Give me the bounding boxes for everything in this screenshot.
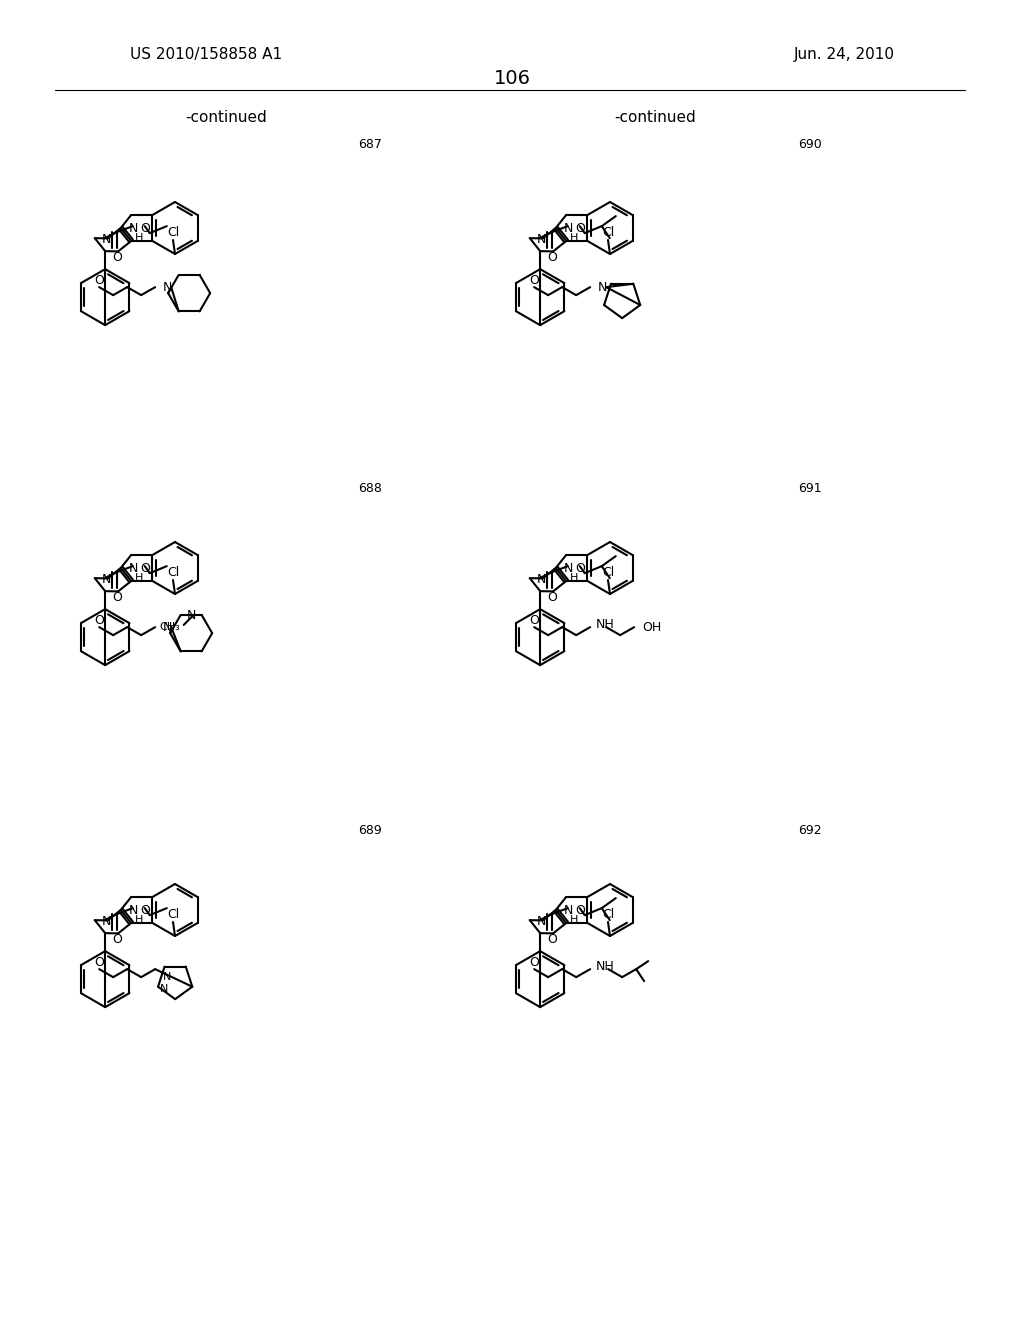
Text: N: N — [537, 573, 546, 586]
Text: 691: 691 — [798, 482, 822, 495]
Text: N: N — [101, 232, 112, 246]
Text: O: O — [547, 933, 557, 945]
Text: O: O — [529, 956, 539, 969]
Text: 690: 690 — [798, 139, 822, 152]
Text: N: N — [563, 903, 572, 916]
Text: O: O — [112, 590, 122, 603]
Text: H: H — [135, 573, 143, 583]
Text: N: N — [128, 561, 138, 574]
Text: O: O — [574, 904, 585, 916]
Text: O: O — [529, 614, 539, 627]
Text: H: H — [135, 915, 143, 925]
Text: O: O — [547, 590, 557, 603]
Text: H: H — [570, 915, 579, 925]
Text: Cl: Cl — [167, 565, 179, 578]
Text: Cl: Cl — [602, 226, 614, 239]
Text: -continued: -continued — [185, 111, 267, 125]
Text: O: O — [574, 222, 585, 235]
Text: H: H — [135, 234, 143, 243]
Text: N: N — [128, 222, 138, 235]
Text: O: O — [139, 222, 150, 235]
Text: Cl: Cl — [602, 908, 614, 920]
Text: 692: 692 — [798, 824, 822, 837]
Text: N: N — [598, 281, 607, 293]
Text: O: O — [94, 273, 104, 286]
Text: N: N — [537, 232, 546, 246]
Text: Cl: Cl — [167, 908, 179, 920]
Text: O: O — [112, 933, 122, 945]
Text: O: O — [139, 904, 150, 916]
Text: N: N — [563, 222, 572, 235]
Text: Jun. 24, 2010: Jun. 24, 2010 — [794, 48, 895, 62]
Text: O: O — [139, 561, 150, 574]
Text: O: O — [112, 251, 122, 264]
Text: NH: NH — [596, 960, 615, 973]
Text: O: O — [529, 273, 539, 286]
Text: N: N — [186, 610, 196, 623]
Text: N: N — [101, 573, 112, 586]
Text: N: N — [128, 903, 138, 916]
Text: O: O — [574, 561, 585, 574]
Text: Cl: Cl — [602, 565, 614, 578]
Text: CH₃: CH₃ — [159, 622, 179, 632]
Text: N: N — [163, 281, 172, 293]
Text: O: O — [547, 251, 557, 264]
Text: H: H — [570, 234, 579, 243]
Text: -continued: -continued — [614, 111, 696, 125]
Text: 689: 689 — [358, 824, 382, 837]
Text: 687: 687 — [358, 139, 382, 152]
Text: H: H — [570, 573, 579, 583]
Text: N: N — [563, 561, 572, 574]
Text: N: N — [163, 620, 172, 634]
Text: O: O — [94, 614, 104, 627]
Text: N: N — [537, 915, 546, 928]
Text: N: N — [101, 915, 112, 928]
Text: O: O — [94, 956, 104, 969]
Text: OH: OH — [642, 620, 662, 634]
Text: 688: 688 — [358, 482, 382, 495]
Text: N: N — [160, 983, 168, 994]
Text: Cl: Cl — [167, 226, 179, 239]
Text: US 2010/158858 A1: US 2010/158858 A1 — [130, 48, 283, 62]
Text: NH: NH — [596, 618, 615, 631]
Text: N: N — [163, 972, 171, 982]
Text: 106: 106 — [494, 69, 530, 87]
